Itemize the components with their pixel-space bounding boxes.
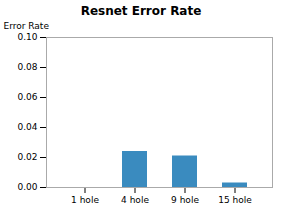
svg-text:0.08: 0.08 <box>17 62 37 72</box>
svg-text:0.10: 0.10 <box>17 32 37 42</box>
svg-text:15 hole: 15 hole <box>218 195 252 205</box>
svg-text:0.00: 0.00 <box>17 182 37 192</box>
svg-text:Error Rate: Error Rate <box>4 21 50 31</box>
svg-text:0.02: 0.02 <box>17 152 37 162</box>
html-text:Resnet Error Rate: Resnet Error Rate <box>80 4 202 18</box>
svg-text:0.06: 0.06 <box>17 92 37 102</box>
svg-text:1 hole: 1 hole <box>71 195 99 205</box>
svg-text:0.04: 0.04 <box>17 122 37 132</box>
svg-text:9 hole: 9 hole <box>171 195 199 205</box>
svg-text:4 hole: 4 hole <box>121 195 149 205</box>
